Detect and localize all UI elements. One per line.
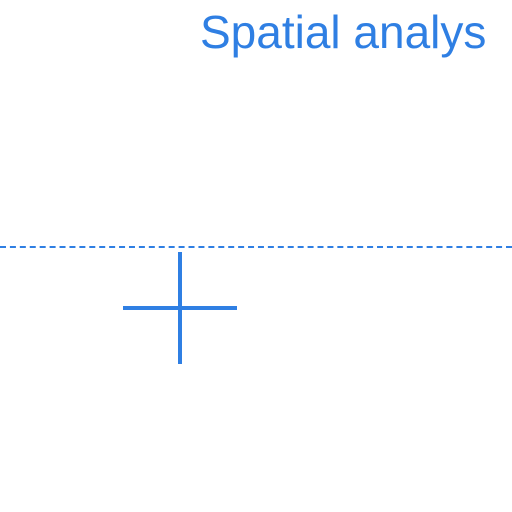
crosshair-icon[interactable] [123, 252, 237, 366]
page-title: Spatial analys [200, 6, 487, 58]
horizontal-guide-line [0, 246, 512, 248]
